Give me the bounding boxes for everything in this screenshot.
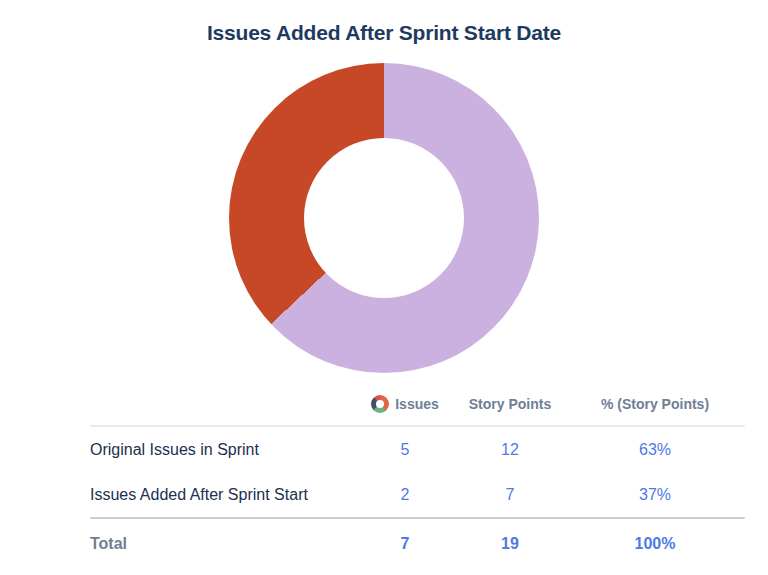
- table-row-total: Total 7 19 100%: [0, 519, 768, 569]
- donut-hole: [304, 138, 464, 298]
- pct-value[interactable]: 37%: [565, 486, 745, 504]
- column-header-issues: Issues: [355, 395, 455, 413]
- table-row-original-issues: Original Issues in Sprint 5 12 63%: [0, 427, 768, 472]
- total-issues-value: 7: [355, 535, 455, 553]
- donut-chart[interactable]: [229, 63, 539, 373]
- story-points-value[interactable]: 7: [455, 486, 565, 504]
- table-row-issues-added: Issues Added After Sprint Start 2 7 37%: [0, 472, 768, 517]
- stats-table: Issues Story Points % (Story Points) Ori…: [0, 383, 768, 569]
- column-header-issues-label: Issues: [395, 396, 439, 412]
- total-story-points-value: 19: [455, 535, 565, 553]
- issues-value[interactable]: 5: [355, 441, 455, 459]
- row-label: Original Issues in Sprint: [90, 441, 355, 459]
- total-pct-value: 100%: [565, 535, 745, 553]
- donut-chart-icon: [371, 395, 389, 413]
- column-header-pct-story-points: % (Story Points): [565, 396, 745, 412]
- pct-value[interactable]: 63%: [565, 441, 745, 459]
- story-points-value[interactable]: 12: [455, 441, 565, 459]
- table-header-row: Issues Story Points % (Story Points): [0, 383, 768, 425]
- issues-value[interactable]: 2: [355, 486, 455, 504]
- row-label: Issues Added After Sprint Start: [90, 486, 355, 504]
- page-title: Issues Added After Sprint Start Date: [0, 0, 768, 45]
- total-label: Total: [90, 535, 355, 553]
- column-header-story-points: Story Points: [455, 396, 565, 412]
